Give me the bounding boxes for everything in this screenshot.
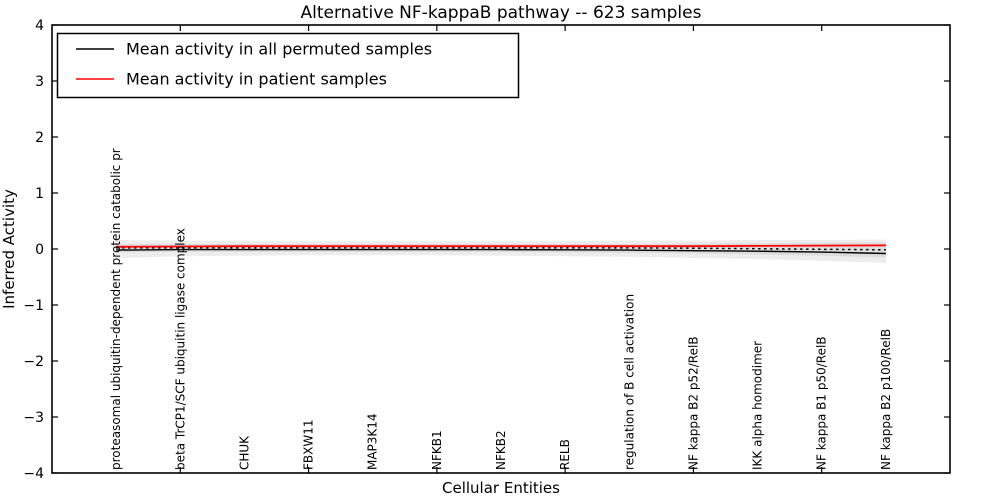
series-permuted-dotted [116,247,886,251]
y-tick-label: 4 [35,18,44,34]
y-tick-label: −3 [23,410,44,426]
y-axis-label: Inferred Activity [0,189,18,309]
series-patient-mean [116,244,886,248]
series-line-layer [116,244,886,255]
category-tick-label: RELB [558,439,572,470]
category-tick-label: NF kappa B2 p100/RelB [879,329,893,470]
category-tick-label: NF kappa B1 p50/RelB [815,336,829,470]
category-tick-label: MAP3K14 [366,413,380,470]
x-axis-label: Cellular Entities [442,479,560,497]
category-tick-label: regulation of B cell activation [622,294,636,470]
category-tick-label: beta TrCP1/SCF ubiquitin ligase complex [173,228,187,470]
y-tick-label: 3 [35,74,44,90]
y-tick-label: 0 [35,242,44,258]
plot-frame [51,24,951,474]
legend: Mean activity in all permuted samples Me… [56,32,520,99]
y-tick-label: −2 [23,354,44,370]
category-tick-label: CHUK [237,435,251,470]
category-tick-label: FBXW11 [302,420,316,471]
y-tick-label: 1 [35,186,44,202]
category-tick-label: NFKB1 [430,430,444,470]
category-tick-label: NFKB2 [494,430,508,470]
category-label-layer: proteasomal ubiquitin-dependent protein … [109,148,893,470]
y-tick-label: −4 [23,466,44,482]
y-tick-label: −1 [23,298,44,314]
legend-label-patient: Mean activity in patient samples [126,70,387,89]
y-tick-label: 2 [35,130,44,146]
category-tick-label: IKK alpha homodimer [751,341,765,470]
chart-title: Alternative NF-kappaB pathway -- 623 sam… [301,3,702,23]
legend-label-permuted: Mean activity in all permuted samples [126,40,432,59]
legend-box [56,32,520,99]
category-tick-label: NF kappa B2 p52/RelB [686,336,700,470]
category-tick-label: proteasomal ubiquitin-dependent protein … [109,148,123,470]
series-permuted-mean [116,248,886,255]
axis-tick-layer: 4 3 2 1 0 −1 −2 −3 −4 [23,18,950,482]
